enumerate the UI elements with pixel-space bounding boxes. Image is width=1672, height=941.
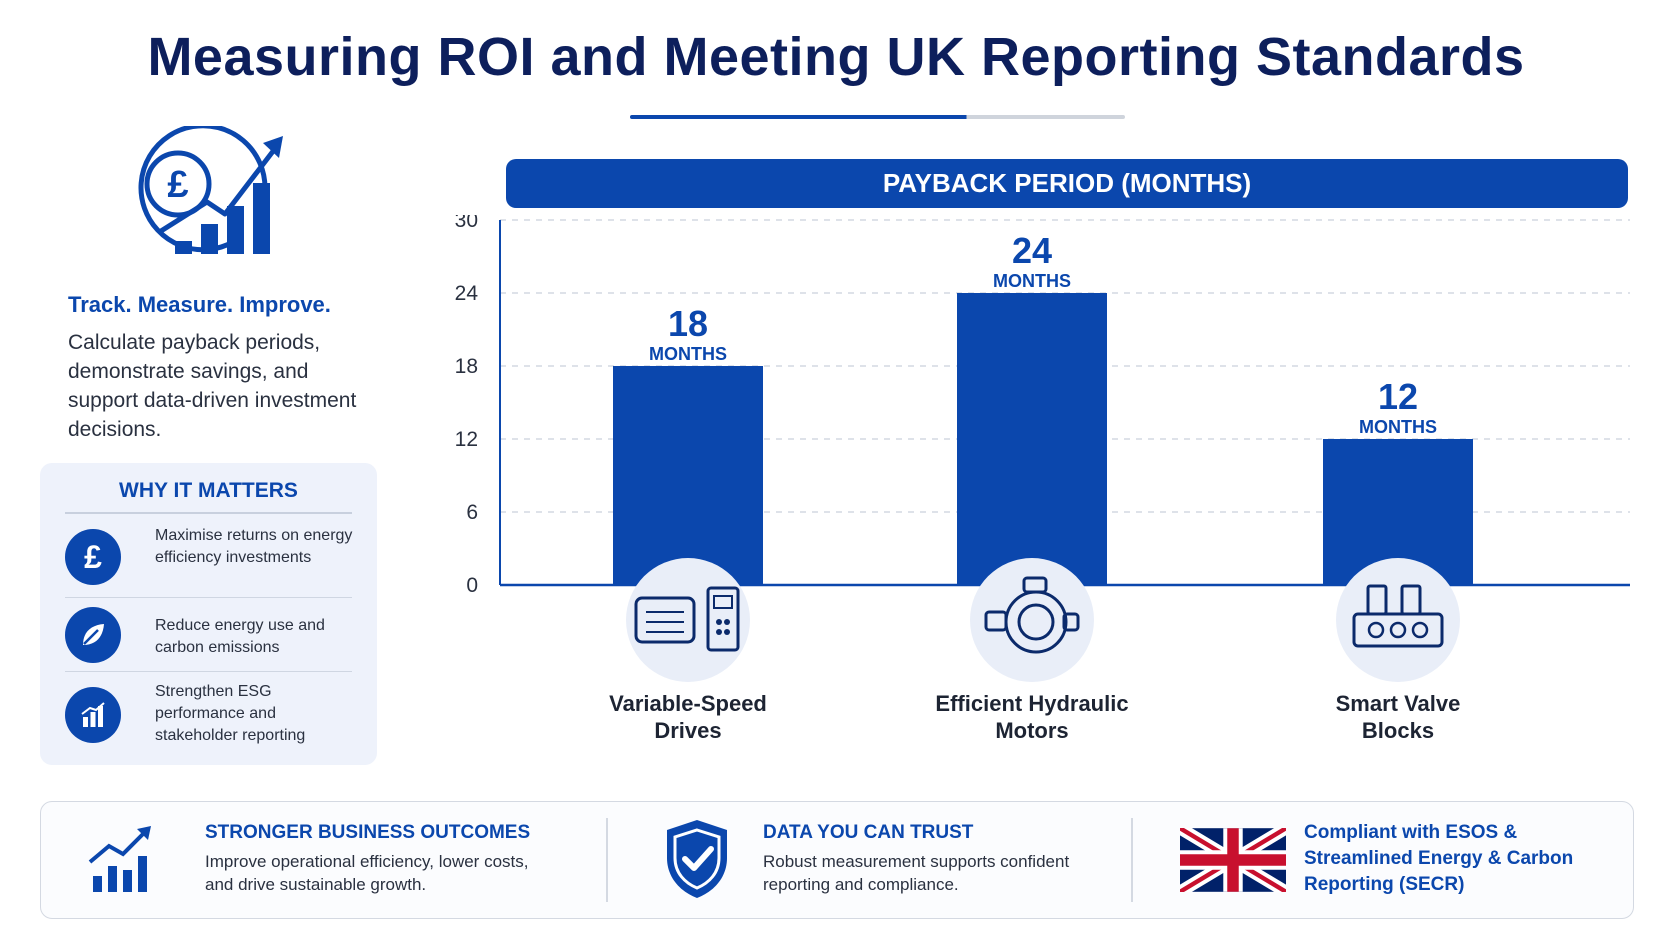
category-label: Efficient Hydraulic Motors [935,691,1128,743]
motor-shaft [984,610,1008,632]
divider [606,818,608,902]
why-item-text: Strengthen ESG performance and stakehold… [155,683,306,744]
valve-port [1367,621,1385,639]
vsd-motor-body [634,596,696,644]
shield-check-icon [667,820,727,898]
bar [613,366,763,585]
leaf-icon [65,607,121,663]
benefit-text: Robust measurement supports confident re… [763,852,1070,894]
why-item: Strengthen ESG performance and stakehold… [65,681,352,751]
y-tick-label: 30 [455,215,478,232]
vsd-button [724,619,730,625]
y-tick-label: 6 [466,501,478,524]
motor-port [1062,612,1080,632]
growth-chart-icon [88,826,151,892]
bar-unit-label: MONTHS [649,344,727,364]
why-separator [65,597,352,598]
bar [957,293,1107,585]
vsd-button [716,619,722,625]
bottom-benefits-panel: STRONGER BUSINESS OUTCOMES Improve opera… [40,801,1634,919]
bar-value-label: 18 [668,303,708,344]
vsd-display [713,595,733,609]
chart-title: PAYBACK PERIOD (MONTHS) [506,159,1628,208]
why-item: £ Maximise returns on energy efficiency … [65,525,352,591]
payback-bar-chart: 0612182430Months18MONTHSVariable-SpeedDr… [455,215,1630,743]
category-icon-bg [970,558,1094,682]
roi-growth-icon: £ [138,126,283,254]
category-icon-bg [626,558,750,682]
svg-text:£: £ [167,164,188,206]
y-tick-label: 12 [455,428,478,451]
benefit-heading: STRONGER BUSINESS OUTCOMES [205,822,531,843]
bar-unit-label: MONTHS [1359,417,1437,437]
intro-text: Calculate payback periods, demonstrate s… [68,331,357,441]
benefit-compliance: Compliant with ESOS & Streamlined Energy… [1132,802,1632,918]
valve-port [1411,621,1429,639]
benefit-data-trust: DATA YOU CAN TRUST Robust measurement su… [607,802,1131,918]
valve-port [1389,621,1407,639]
bar-value-label: 12 [1378,376,1418,417]
tagline: Track. Measure. Improve. [68,292,331,317]
bar-chart-icon [65,687,121,743]
divider [1131,818,1133,902]
vsd-button [724,629,730,635]
valve-solenoid [1366,584,1388,616]
category-label: Smart Valve Blocks [1336,691,1461,743]
why-separator [65,671,352,672]
why-divider [65,512,352,514]
title-underline [630,115,1125,119]
y-tick-label: 0 [466,574,478,597]
pound-icon: £ [65,529,121,585]
valve-block-body [1352,612,1444,648]
why-title: WHY IT MATTERS [119,479,298,502]
why-item-text: Reduce energy use and carbon emissions [155,617,325,656]
benefit-heading: DATA YOU CAN TRUST [763,822,974,843]
bar-unit-label: MONTHS [993,271,1071,291]
category-label: Variable-Speed Drives [609,691,767,743]
why-item-text: Maximise returns on energy efficiency in… [155,527,353,566]
benefit-business-outcomes: STRONGER BUSINESS OUTCOMES Improve opera… [41,802,606,918]
benefit-text: Improve operational efficiency, lower co… [205,852,529,894]
valve-solenoid [1400,584,1422,616]
bar-value-label: 24 [1012,230,1052,271]
motor-inner [1017,603,1055,641]
uk-flag-icon [1180,828,1286,892]
compliance-heading: Compliant with ESOS & Streamlined Energy… [1304,822,1574,895]
vsd-button [716,629,722,635]
y-tick-label: 18 [455,355,478,378]
vsd-controller [706,586,740,652]
y-tick-label: 24 [455,282,479,305]
why-it-matters-panel: WHY IT MATTERS £ Maximise returns on ene… [40,463,377,765]
why-item: Reduce energy use and carbon emissions [65,605,352,667]
page-title: Measuring ROI and Meeting UK Reporting S… [147,27,1525,87]
motor-port [1022,576,1048,594]
